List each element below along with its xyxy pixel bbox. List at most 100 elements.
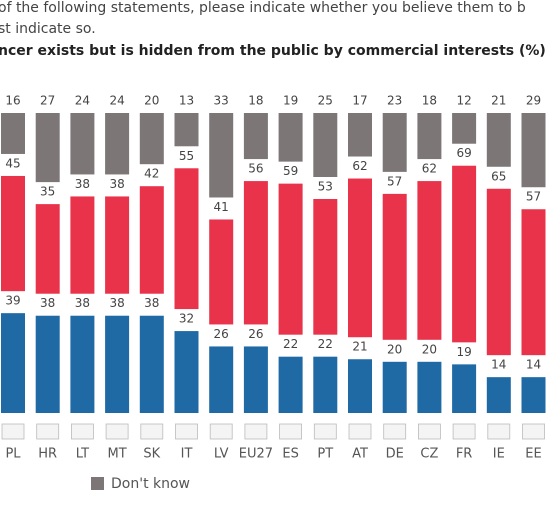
bar-segment: [417, 181, 442, 340]
x-tick-label: LT: [76, 447, 89, 462]
flag: [313, 423, 337, 440]
bar-segment: [174, 168, 199, 310]
flag: [140, 423, 164, 440]
x-tick-label: FR: [456, 447, 473, 462]
bar-segment: [313, 113, 338, 177]
value-label: 57: [526, 190, 541, 204]
x-tick-label: EU27: [239, 447, 273, 462]
value-label: 57: [387, 174, 402, 188]
value-label: 22: [283, 337, 298, 351]
value-label: 21: [352, 340, 367, 354]
x-tick-label: CZ: [420, 447, 438, 462]
value-label: 17: [352, 94, 367, 108]
value-label: 23: [387, 94, 402, 108]
x-tick-label: ES: [282, 447, 298, 462]
value-label: 62: [352, 159, 367, 173]
value-label: 26: [248, 327, 263, 341]
bar-segment: [1, 313, 25, 413]
value-label: 18: [422, 94, 437, 108]
value-label: 16: [5, 94, 20, 108]
legend-swatch: [91, 477, 104, 490]
value-label: 38: [40, 296, 55, 310]
bar-segment: [70, 196, 95, 294]
value-label: 69: [456, 146, 471, 160]
x-tick-label: SK: [143, 447, 160, 462]
value-label: 41: [214, 200, 229, 214]
bar-segment: [243, 113, 268, 160]
bar-segment: [174, 113, 199, 147]
chart-title: ncer exists but is hidden from the publi…: [0, 43, 546, 59]
flag: [279, 423, 303, 440]
value-label: 12: [456, 94, 471, 108]
bar-segment: [174, 331, 199, 413]
bar-segment: [486, 188, 511, 356]
flag: [348, 423, 372, 440]
bar-segment: [521, 113, 546, 188]
flag: [487, 423, 511, 440]
value-label: 20: [144, 94, 159, 108]
bar-segment: [105, 113, 130, 175]
bar-segment: [209, 113, 234, 198]
bar-segment: [209, 219, 234, 325]
bar-segment: [486, 113, 511, 167]
value-label: 24: [75, 94, 90, 108]
value-label: 20: [422, 342, 437, 356]
value-label: 62: [422, 162, 437, 176]
bar-segment: [1, 113, 25, 154]
bar-segment: [35, 315, 60, 413]
flag: [175, 423, 198, 440]
value-label: 38: [109, 177, 124, 191]
value-label: 29: [526, 94, 541, 108]
value-label: 24: [109, 94, 124, 108]
value-label: 21: [491, 94, 506, 108]
bar-segment: [70, 315, 95, 413]
bar-segment: [348, 178, 372, 338]
flag: [105, 423, 129, 440]
bar-segment: [243, 346, 268, 413]
value-label: 42: [144, 167, 159, 181]
value-label: 19: [456, 345, 471, 359]
flag: [209, 423, 233, 440]
x-tick-label: PT: [317, 447, 333, 462]
x-tick-label: PL: [5, 447, 21, 462]
value-label: 45: [5, 156, 20, 170]
bar-segment: [382, 193, 407, 340]
bar-segment: [521, 209, 546, 356]
x-tick-label: AT: [352, 447, 368, 462]
bar-segment: [35, 113, 60, 183]
value-label: 35: [40, 185, 55, 199]
x-tick-label: MT: [108, 447, 127, 462]
legend-label: Don't know: [111, 476, 190, 492]
value-label: 26: [214, 327, 229, 341]
bar-segment: [139, 113, 164, 165]
bar-segment: [452, 113, 477, 144]
flag: [71, 423, 94, 440]
flag: [383, 423, 407, 440]
value-label: 55: [179, 149, 194, 163]
bar-segment: [382, 113, 407, 172]
bar-segment: [313, 199, 338, 335]
bar-segment: [278, 183, 303, 335]
value-label: 14: [526, 358, 541, 372]
bar-segment: [417, 113, 442, 160]
bar-segment: [348, 113, 372, 157]
value-label: 25: [318, 94, 333, 108]
flag: [522, 423, 545, 440]
value-label: 39: [5, 294, 20, 308]
subtitle: of the following statements, please indi…: [0, 0, 526, 16]
x-tick-label: IE: [493, 447, 505, 462]
value-label: 13: [179, 94, 194, 108]
subtitle: st indicate so.: [0, 21, 96, 37]
bar-segment: [452, 165, 477, 343]
value-label: 59: [283, 164, 298, 178]
bar-segment: [35, 204, 60, 294]
flag: [36, 423, 60, 440]
value-label: 27: [40, 94, 55, 108]
bar-segment: [382, 361, 407, 413]
bar-segment: [417, 361, 442, 413]
bar-segment: [521, 377, 546, 413]
flag: [1, 423, 25, 440]
value-label: 56: [248, 162, 263, 176]
bar-segment: [278, 356, 303, 413]
